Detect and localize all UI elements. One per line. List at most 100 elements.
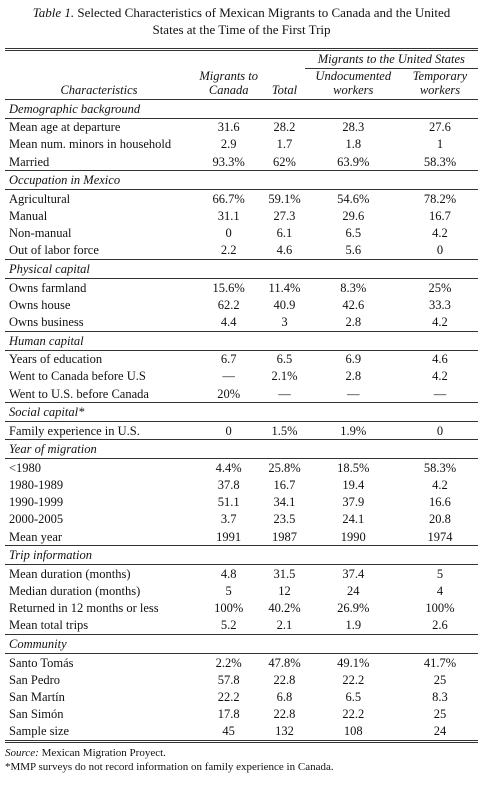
cell: 22.8 (273, 707, 296, 722)
source: Source: Mexican Migration Proyect. (5, 746, 478, 760)
cell: — (433, 386, 447, 401)
cell: 40.2% (268, 601, 301, 616)
cell: 41.7% (423, 655, 457, 670)
cell: 8.3 (432, 689, 448, 704)
data-row: Manual 31.1 27.3 29.6 16.7 (5, 207, 478, 224)
data-row: <1980 4.4% 25.8% 18.5% 58.3% (5, 459, 478, 477)
row-label: Median duration (months) (9, 584, 141, 599)
row-label: San Pedro (9, 672, 61, 687)
row-label: Married (9, 154, 50, 169)
source-text: Mexican Migration Proyect. (41, 746, 166, 759)
cell: 4.2 (432, 369, 448, 384)
data-row: Sample size 45 132 108 24 (5, 723, 478, 742)
cell: 1987 (271, 529, 297, 544)
cell: 4.2 (432, 478, 448, 493)
cell: 1.7 (276, 137, 293, 152)
cell: 1.5% (271, 423, 298, 438)
data-row: Mean duration (months) 4.8 31.5 37.4 5 (5, 565, 478, 583)
table-title: Table 1. Selected Characteristics of Mex… (5, 4, 478, 40)
data-row: Family experience in U.S. 0 1.5% 1.9% 0 (5, 422, 478, 440)
cell: 18.5% (337, 460, 370, 475)
data-row: Went to U.S. before Canada 20% — — — (5, 385, 478, 403)
cell: 16.7 (273, 478, 296, 493)
row-label: Mean num. minors in household (9, 137, 172, 152)
cell: 66.7% (212, 191, 245, 206)
cell: 93.3% (212, 154, 245, 169)
cell: 62% (273, 154, 296, 169)
cell: 24.1 (342, 512, 365, 527)
cell: 37.9 (342, 495, 365, 510)
cell: 0 (225, 226, 232, 241)
cell: 31.6 (217, 120, 240, 135)
row-label: Owns house (9, 297, 71, 312)
cell: 57.8 (217, 672, 240, 687)
cell: 2.9 (220, 137, 237, 152)
cell: 2.8 (345, 314, 362, 329)
group-header-row: Migrants to the United States (5, 49, 478, 69)
data-row: Out of labor force 2.2 4.6 5.6 0 (5, 242, 478, 260)
cell: 19.4 (342, 478, 365, 493)
cell: — (222, 369, 235, 384)
spacer (5, 50, 305, 69)
cell: 25 (433, 707, 447, 722)
cell: 5.2 (220, 618, 237, 633)
data-row: Mean num. minors in household 2.9 1.7 1.8 1 (5, 136, 478, 153)
row-label: Went to Canada before U.S (9, 369, 146, 384)
cell: 28.3 (342, 120, 365, 135)
cell: 5 (436, 566, 444, 581)
cell: 40.9 (273, 297, 296, 312)
cell: 100% (425, 601, 455, 616)
data-row: Mean year 1991 1987 1990 1974 (5, 528, 478, 546)
section-title: Human capital (5, 330, 478, 351)
row-label: Non-manual (9, 226, 72, 241)
section-title: Trip information (5, 545, 478, 566)
cell: 78.2% (423, 191, 457, 206)
data-row: Santo Tomás 2.2% 47.8% 49.1% 41.7% (5, 654, 478, 672)
cell: 100% (214, 601, 244, 616)
cell: 15.6% (212, 280, 245, 295)
cell: 31.1 (217, 209, 240, 224)
cell: 45 (222, 724, 235, 739)
cell: 4.4 (220, 314, 237, 329)
row-label: Owns farmland (9, 280, 87, 295)
cell: 4 (436, 584, 444, 599)
row-label: San Simón (9, 707, 64, 722)
section-title: Physical capital (5, 259, 478, 279)
cell: 25.8% (268, 460, 301, 475)
cell: 27.3 (273, 209, 296, 224)
cell: 22.8 (273, 672, 296, 687)
cell: 0 (436, 243, 444, 258)
data-row: 1990-1999 51.1 34.1 37.9 16.6 (5, 494, 478, 511)
data-table: Migrants to the United States Characteris… (5, 48, 478, 743)
row-label: Agricultural (9, 191, 71, 206)
cell: 1.8 (345, 137, 362, 152)
data-row: Went to Canada before U.S — 2.1% 2.8 4.2 (5, 368, 478, 385)
cell: 8.3% (340, 280, 367, 295)
cell: 16.6 (429, 495, 451, 510)
cell: 2.1% (271, 369, 298, 384)
cell: 2.8 (345, 369, 362, 384)
footer: Source: Mexican Migration Proyect. *MMP … (5, 746, 478, 774)
row-label: Mean age at departure (9, 120, 121, 135)
cell: 6.9 (345, 352, 362, 367)
cell: 17.8 (217, 707, 240, 722)
cell: 1.9% (340, 423, 367, 438)
cell: 26.9% (337, 601, 370, 616)
cell: 25% (428, 280, 452, 295)
footnote: *MMP surveys do not record information o… (5, 760, 334, 773)
column-header: Total (271, 82, 298, 97)
cell: 5 (225, 584, 232, 599)
cell: 6.1 (276, 226, 293, 241)
cell: 4.8 (220, 566, 237, 581)
row-label: Returned in 12 months or less (9, 601, 159, 616)
cell: 11.4% (268, 280, 301, 295)
cell: 1 (436, 137, 444, 152)
cell: 51.1 (217, 495, 240, 510)
cell: 0 (225, 423, 232, 438)
group-header: Migrants to the United States (304, 49, 478, 69)
data-row: 1980-1989 37.8 16.7 19.4 4.2 (5, 477, 478, 494)
cell: 1990 (340, 529, 366, 544)
section-row: Human capital (5, 330, 478, 351)
row-label: Owns business (9, 314, 84, 329)
data-row: Non-manual 0 6.1 6.5 4.2 (5, 225, 478, 242)
